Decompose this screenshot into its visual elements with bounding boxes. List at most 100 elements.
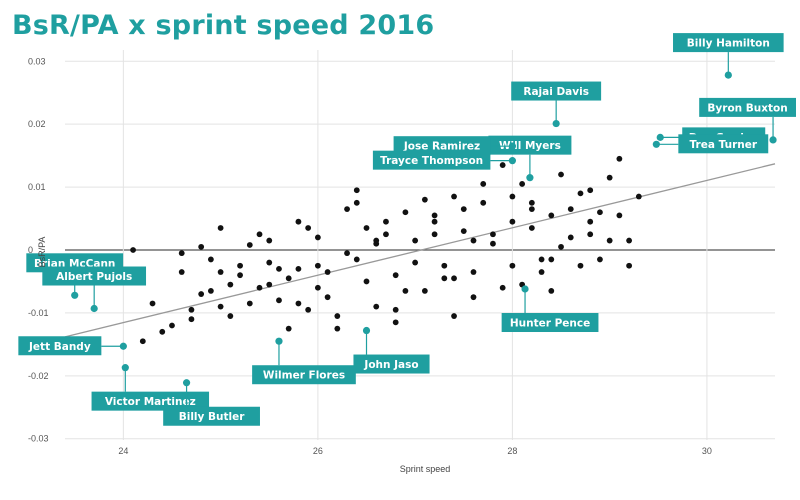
data-point: [188, 316, 195, 323]
data-point: [178, 269, 185, 275]
data-point: [256, 284, 263, 291]
callout-label-box: [372, 150, 491, 170]
data-point: [470, 237, 477, 244]
data-point: [353, 256, 360, 263]
chart-title: BsR/PA x sprint speed 2016: [12, 10, 435, 41]
data-point: [392, 319, 399, 326]
highlighted-point: [362, 326, 371, 335]
data-point: [509, 262, 516, 269]
y-tick-label: -0.02: [28, 371, 49, 381]
callout-label: Jose Ramirez: [403, 141, 480, 153]
callout-label: Albert Pujols: [56, 271, 132, 283]
data-point: [412, 259, 419, 266]
data-point: [441, 262, 448, 269]
data-point: [548, 256, 555, 263]
data-point: [519, 181, 526, 187]
data-point: [246, 242, 253, 248]
data-point: [538, 269, 545, 275]
data-point: [198, 243, 205, 250]
data-point: [217, 269, 224, 275]
data-point: [139, 338, 146, 345]
callout-label-box: [252, 365, 356, 385]
y-axis-title: BsR/PA: [37, 237, 47, 268]
data-point: [324, 294, 331, 301]
grid-layer: [65, 50, 775, 440]
data-point: [344, 206, 350, 213]
highlighted-point: [526, 174, 534, 182]
highlighted-point: [90, 304, 98, 313]
trend-layer: [64, 163, 776, 338]
highlighted-point: [508, 157, 516, 165]
callout-label-box: [163, 406, 260, 426]
highlighted-point: [724, 71, 732, 79]
data-point: [558, 243, 564, 250]
callout-label-box: [678, 134, 769, 154]
highlighted-point: [119, 342, 127, 350]
x-axis-title: Sprint speed: [400, 464, 451, 474]
data-point: [305, 225, 312, 231]
y-tick-label: 0.03: [28, 56, 46, 66]
data-point: [548, 287, 555, 294]
data-point: [217, 303, 224, 310]
data-point: [324, 269, 331, 275]
trend-line: [64, 163, 776, 338]
data-point: [334, 313, 341, 319]
data-point: [616, 155, 623, 162]
callout-label-box: [699, 97, 796, 117]
data-point: [470, 269, 477, 275]
data-point: [266, 237, 273, 244]
y-tick-label: 0.01: [28, 182, 46, 192]
x-tick-label: 26: [313, 446, 323, 456]
data-point: [246, 300, 253, 307]
data-point: [217, 225, 224, 231]
data-point: [363, 278, 370, 285]
data-point: [587, 218, 594, 225]
data-point: [266, 281, 273, 288]
data-point: [567, 206, 574, 213]
callout-label-box: [18, 336, 102, 356]
data-point: [577, 262, 584, 269]
point-layer: [130, 155, 642, 345]
callout-label: Byron Buxton: [707, 102, 787, 114]
data-point: [606, 174, 613, 181]
highlighted-point: [552, 119, 560, 128]
data-point: [237, 272, 243, 279]
data-point: [597, 209, 603, 216]
x-tick-label: 24: [118, 446, 128, 456]
data-point: [587, 187, 594, 194]
highlighted-point: [275, 337, 283, 345]
data-point: [149, 300, 156, 307]
highlighted-point: [769, 136, 777, 144]
data-point: [295, 300, 302, 307]
data-point: [276, 297, 282, 304]
data-point: [587, 231, 594, 238]
data-point: [509, 218, 516, 225]
data-point: [431, 218, 438, 225]
x-tick-label: 28: [507, 446, 517, 456]
data-point: [567, 234, 574, 241]
highlighted-point: [182, 379, 191, 387]
callout-label-box: [393, 136, 491, 156]
data-point: [305, 306, 312, 313]
data-point: [266, 259, 273, 266]
data-point: [421, 196, 428, 203]
data-point: [538, 256, 545, 263]
data-point: [616, 212, 623, 219]
data-point: [490, 240, 496, 247]
data-point: [626, 237, 633, 244]
data-point: [635, 193, 642, 200]
data-point: [480, 181, 487, 187]
data-point: [528, 206, 535, 213]
data-point: [344, 250, 350, 257]
highlighted-point: [656, 133, 664, 141]
data-point: [314, 262, 321, 269]
data-point: [130, 247, 136, 253]
data-point: [577, 190, 584, 197]
data-point: [392, 272, 399, 279]
y-tick-label: -0.01: [28, 308, 49, 318]
data-point: [431, 212, 438, 219]
data-point: [285, 275, 292, 282]
data-point: [626, 262, 633, 269]
